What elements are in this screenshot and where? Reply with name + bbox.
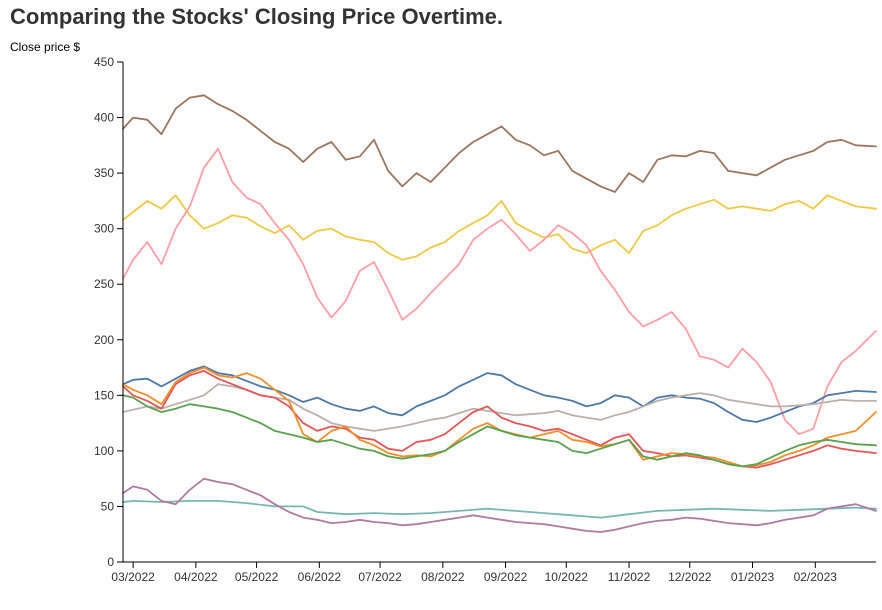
y-tick-label: 200 — [94, 333, 114, 347]
y-tick-label: 100 — [94, 444, 114, 458]
series-line-10 — [122, 477, 877, 533]
series-layer — [122, 94, 877, 533]
y-tick-label: 400 — [94, 111, 114, 125]
series-line-4 — [122, 365, 877, 423]
chart-title: Comparing the Stocks' Closing Price Over… — [10, 4, 504, 29]
y-tick-label: 50 — [101, 499, 115, 513]
x-tick-label: 11/2022 — [608, 570, 651, 584]
series-line-3 — [122, 147, 877, 436]
y-tick-label: 150 — [94, 388, 114, 402]
y-tick-label: 350 — [94, 166, 114, 180]
series-line-9 — [122, 500, 877, 519]
series-line-5 — [122, 383, 877, 432]
x-tick-label: 01/2023 — [731, 570, 775, 584]
series-line-8 — [122, 394, 877, 468]
series-line-2 — [122, 194, 877, 261]
y-tick-label: 450 — [94, 55, 114, 69]
x-tick-label: 05/2022 — [235, 570, 279, 584]
x-tick-label: 04/2022 — [174, 570, 218, 584]
y-tick-label: 300 — [94, 222, 114, 236]
x-tick-label: 02/2023 — [794, 570, 838, 584]
x-tick-label: 06/2022 — [298, 570, 342, 584]
axis-layer: 0 50 100 150 200 250 300 350 400 450 03/2022 04/202… — [94, 55, 876, 584]
y-tick-label: 0 — [107, 555, 114, 569]
x-tick-label: 03/2022 — [111, 570, 155, 584]
y-tick-label: 250 — [94, 277, 114, 291]
series-line-1 — [122, 94, 877, 193]
x-tick-label: 12/2022 — [668, 570, 712, 584]
x-tick-label: 08/2022 — [421, 570, 465, 584]
x-tick-label: 09/2022 — [484, 570, 528, 584]
y-axis-label: Close price $ — [10, 40, 81, 54]
x-tick-label: 10/2022 — [545, 570, 589, 584]
x-tick-label: 07/2022 — [358, 570, 402, 584]
